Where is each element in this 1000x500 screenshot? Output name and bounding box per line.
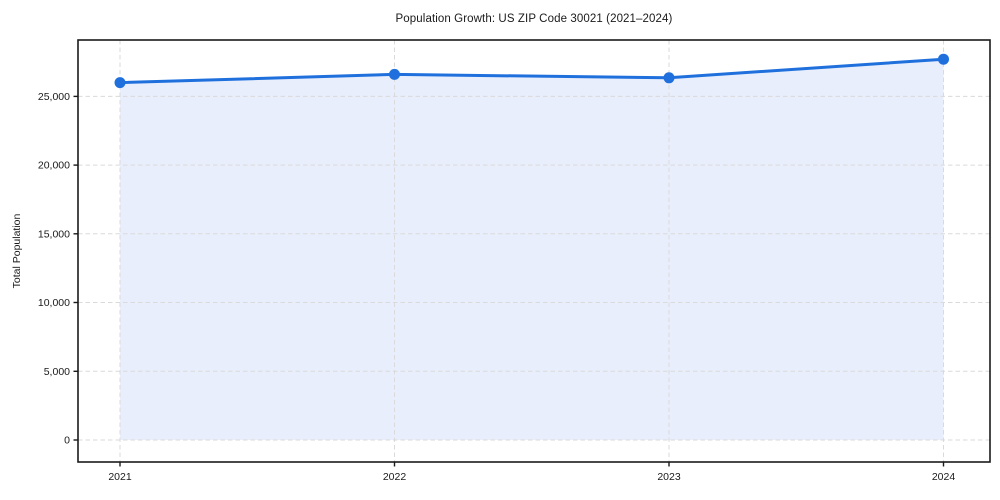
data-line [118,57,945,85]
y-tick-label: 20,000 [38,160,70,172]
x-tick-label: 2022 [383,471,407,483]
plot-frame [77,39,991,463]
y-tick-label: 10,000 [38,297,70,309]
data-point-2022 [389,68,400,80]
y-tick-label: 25,000 [38,91,70,103]
data-point-2021 [114,77,126,89]
data-point-2024 [938,53,949,65]
x-tick-label: 2021 [108,471,132,483]
y-tick-label: 0 [64,435,70,447]
data-point-2023 [663,72,675,84]
area-fill [120,59,944,441]
x-tick-label: 2023 [657,471,681,483]
y-tick-label: 5,000 [44,366,70,378]
chart-title: Population Growth: US ZIP Code 30021 (20… [395,13,673,25]
x-tick-label: 2024 [932,471,956,483]
y-tick-label: 15,000 [38,228,70,240]
